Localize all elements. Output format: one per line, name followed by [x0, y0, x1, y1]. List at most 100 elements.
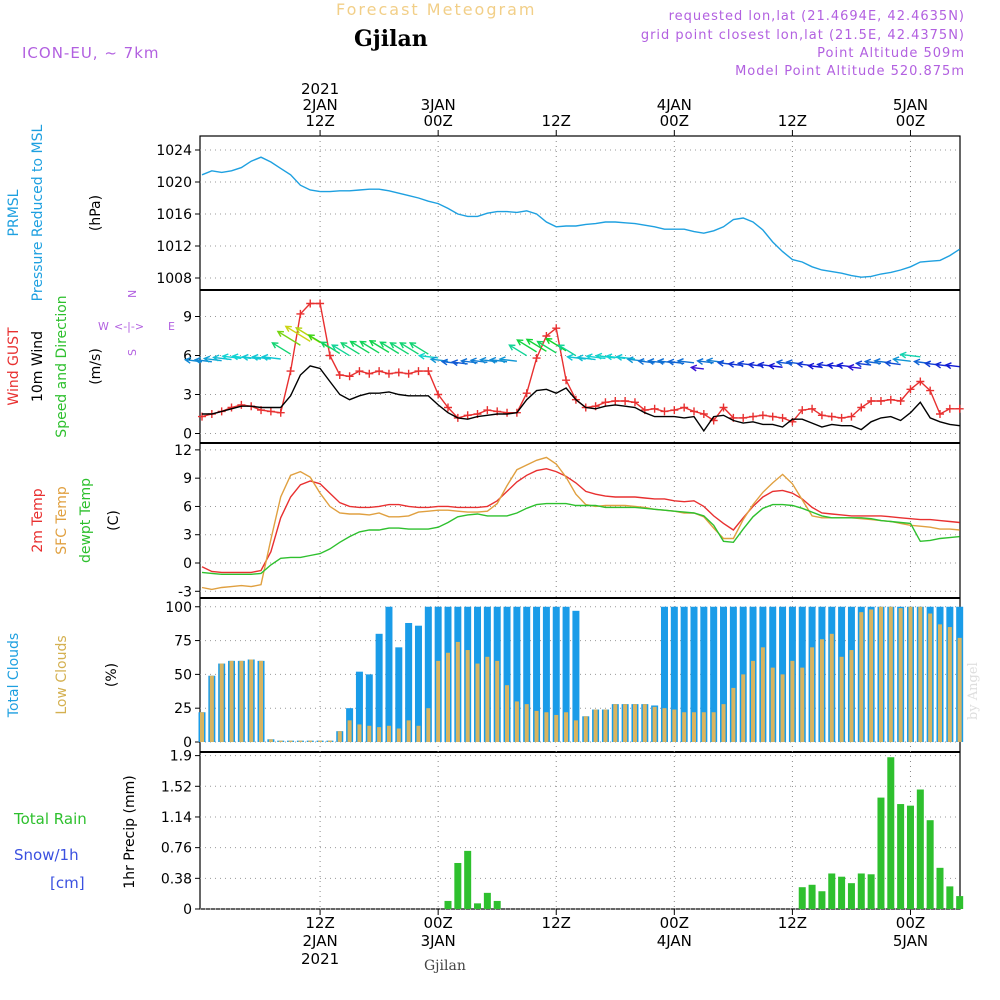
clouds-bar [938, 624, 942, 742]
clouds-bar [327, 740, 332, 742]
time-label-bottom: 2021 [301, 950, 339, 968]
wind-arrow-head [576, 354, 584, 362]
clouds-bar [898, 608, 903, 742]
wind-arrow-head [251, 353, 259, 361]
compass-east: E [168, 320, 175, 333]
wind-arrow-head [585, 353, 593, 361]
clouds-bar [770, 667, 775, 742]
panel-axis-label: Total Clouds [6, 633, 22, 718]
gust-marker [325, 351, 334, 360]
panel-axis-label: (m/s) [88, 348, 104, 385]
clouds-bar [849, 650, 854, 742]
gust-marker [778, 413, 787, 422]
wind-direction-arrow [648, 360, 665, 364]
clouds-bar [957, 637, 962, 742]
wind-arrow-head [349, 340, 357, 348]
clouds-bar [424, 606, 432, 742]
wind-direction-arrow [490, 359, 508, 363]
clouds-bar [523, 606, 531, 742]
clouds-bar [642, 704, 647, 742]
clouds-bar [514, 701, 519, 742]
gust-marker [630, 398, 639, 407]
gust-marker [444, 403, 452, 412]
time-label-top: 12Z [542, 112, 571, 130]
clouds-bar [700, 606, 708, 742]
gust-marker [434, 390, 443, 399]
gust-marker [483, 406, 492, 415]
wind-direction-arrow [331, 344, 350, 357]
gust-marker [345, 372, 354, 381]
clouds-bar [524, 704, 529, 742]
gust-marker [384, 369, 393, 378]
gust-marker [552, 324, 561, 333]
wind-arrow-head [836, 362, 844, 370]
wind-arrow-head [183, 356, 192, 364]
wind-arrow-head [626, 356, 634, 364]
clouds-bar [357, 724, 362, 742]
time-label-top: 2021 [301, 80, 339, 98]
wind-arrow-head [340, 342, 348, 349]
clouds-bar [603, 709, 608, 742]
time-label-top: 00Z [423, 112, 452, 130]
wind-direction-arrow [691, 366, 704, 370]
wind-arrow-head [525, 338, 533, 345]
wind-arrow-head [676, 358, 684, 365]
wind-arrow-head [846, 363, 855, 371]
gust-marker [876, 397, 885, 405]
wind-arrow-head [545, 337, 553, 345]
wind-direction-arrow [848, 366, 862, 370]
plot-frame [199, 135, 961, 910]
model-point-altitude: Model Point Altitude 520.875m [735, 64, 965, 79]
wind-direction-arrow [900, 353, 921, 358]
wind-arrow-head [656, 358, 665, 365]
time-label-bottom: 12Z [305, 914, 334, 932]
time-label-bottom: 5JAN [893, 932, 928, 950]
clouds-bar [780, 674, 785, 742]
wind-arrow-head [873, 358, 881, 365]
wind-direction-arrow [808, 364, 823, 368]
wind-arrow-head [557, 344, 565, 351]
wind-arrow-head [221, 353, 229, 361]
gust-marker [335, 371, 344, 379]
gust-marker [896, 397, 905, 405]
y-tick-label: 0 [183, 902, 192, 918]
wind-arrow-head [498, 356, 506, 364]
time-label-bottom: 00Z [660, 914, 689, 932]
wind-direction-arrow [213, 356, 232, 361]
wind-arrow-head [923, 360, 932, 368]
gust-marker [945, 404, 954, 413]
wind-direction-arrow [537, 340, 557, 354]
wind-arrow-head [294, 327, 303, 334]
precipitation-bar [906, 805, 914, 909]
gust-marker [562, 376, 571, 385]
precipitation-bar [897, 804, 905, 909]
clouds-bar [572, 610, 580, 742]
clouds-bar [503, 606, 511, 742]
time-label-top: 12Z [305, 112, 334, 130]
wind-arrow-head [884, 359, 892, 367]
gust-marker [532, 354, 541, 363]
wind-arrow-head [666, 358, 675, 366]
precipitation-bar [493, 900, 501, 909]
gust-marker [847, 412, 856, 421]
gust-marker [680, 403, 689, 412]
y-tick-label: 100 [165, 600, 192, 616]
time-label-bottom: 4JAN [657, 932, 692, 950]
compass-north: N [126, 290, 139, 298]
clouds-bar [288, 740, 293, 742]
clouds-bar [396, 728, 401, 742]
wind-arrow-head [594, 352, 603, 360]
time-label-bottom: 12Z [778, 914, 807, 932]
y-tick-label: 6 [183, 349, 192, 365]
time-label-bottom: 2JAN [302, 932, 337, 950]
wind-direction-arrow [369, 340, 390, 353]
wind-arrow-head [271, 342, 279, 349]
precipitation-bar [483, 892, 491, 909]
clouds-bar [485, 656, 490, 742]
y-tick-label: 6 [183, 499, 192, 515]
gust-marker [670, 406, 679, 415]
compass-arrow: <-|-> [114, 320, 144, 333]
wind-direction-arrow [340, 342, 360, 355]
gust-marker [916, 377, 925, 386]
y-tick-label: 1.14 [161, 810, 192, 826]
